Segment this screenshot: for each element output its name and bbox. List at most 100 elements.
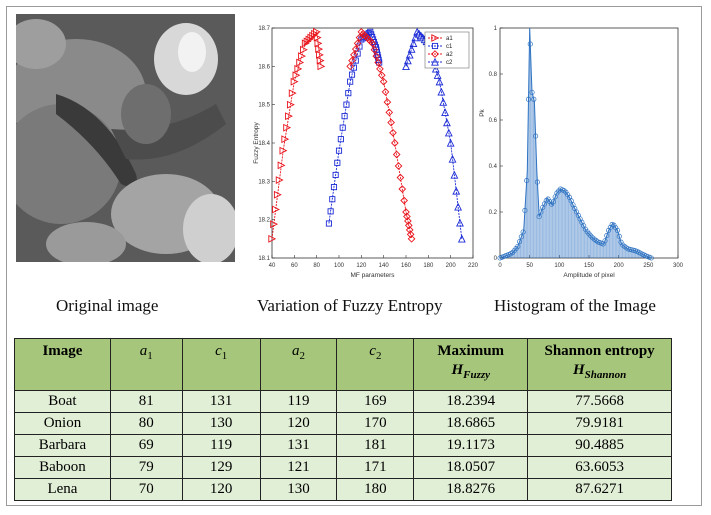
data-point (315, 50, 324, 59)
data-point (330, 184, 338, 191)
table-cell: 130 (181, 412, 261, 435)
data-point (329, 196, 336, 203)
figure-frame (6, 6, 702, 506)
data-point (403, 56, 412, 65)
x-tick-label: 0 (498, 263, 502, 269)
data-point (311, 29, 320, 38)
data-point (533, 133, 539, 139)
data-point (448, 154, 457, 163)
histogram-bars (500, 28, 651, 259)
data-point (441, 108, 450, 116)
data-point (270, 220, 279, 229)
table-cell: 87.6271 (527, 478, 672, 501)
data-point (431, 34, 440, 42)
series-a1 (268, 27, 326, 243)
data-point (407, 44, 416, 53)
data-point (613, 225, 619, 231)
x-tick-label: 100 (554, 263, 565, 269)
data-point (301, 39, 310, 48)
x-tick-label: 200 (446, 263, 457, 269)
data-point (433, 71, 442, 79)
table-header-row: Image a1 c1 a2 c2 Maximum HFuzzy Shannon… (14, 338, 672, 391)
legend: a1 c1 a2 c2 (424, 31, 470, 69)
fuzzy-entropy-chart: 40 60 80 100 120 140 160 180 200 220 18.1 18.2 18.3 1… (252, 18, 482, 288)
y-tick-label: 18.3 (258, 179, 270, 185)
table-cell: 121 (259, 456, 338, 479)
table-cell: 181 (336, 434, 415, 457)
data-point (281, 135, 290, 144)
data-point (353, 39, 362, 48)
table-cell: 80 (109, 412, 183, 435)
data-point (339, 124, 346, 131)
data-point (294, 64, 303, 73)
data-point (348, 56, 356, 65)
y-tick-label: 0.8 (489, 72, 498, 78)
data-point (431, 64, 440, 73)
data-point (332, 171, 339, 178)
data-point (437, 87, 446, 96)
x-tick-label: 60 (291, 263, 298, 269)
data-point (524, 178, 530, 184)
table-cell: 119 (259, 390, 338, 413)
data-point (446, 138, 455, 147)
data-point (303, 37, 312, 46)
table-cell: 77.5668 (527, 390, 672, 413)
data-point (346, 62, 355, 71)
data-point (352, 57, 359, 64)
table-cell: 129 (181, 456, 261, 479)
data-point (518, 234, 524, 240)
data-point (407, 234, 416, 243)
results-table: Image a1 c1 a2 c2 Maximum HFuzzy Shannon… (14, 338, 672, 501)
data-point (316, 56, 325, 65)
x-tick-label: 50 (526, 263, 533, 269)
original-image (16, 14, 235, 262)
y-tick-label: 0 (494, 256, 498, 262)
data-point (547, 199, 553, 205)
histogram-markers (497, 41, 654, 261)
data-point (404, 217, 412, 225)
data-point (648, 255, 654, 261)
data-point (298, 52, 306, 61)
data-point (335, 147, 343, 154)
data-point (515, 243, 521, 250)
header-c1: c1 (181, 338, 261, 391)
y-tick-label: 18.5 (258, 103, 270, 109)
data-point (288, 89, 297, 98)
y-tick-label: 0.6 (489, 118, 498, 124)
data-point (403, 212, 411, 221)
data-point (525, 96, 532, 102)
data-point (350, 50, 358, 59)
data-point (305, 35, 314, 44)
data-point (273, 190, 282, 199)
data-point (296, 58, 305, 67)
data-point (313, 33, 322, 42)
data-point (279, 146, 288, 155)
data-point (374, 58, 382, 67)
table-cell: 90.4885 (527, 434, 672, 457)
legend-label-a1: a1 (446, 36, 453, 42)
table-cell: 120 (181, 478, 261, 501)
data-point (351, 45, 360, 53)
table-cell: Baboon (14, 456, 111, 479)
table-cell: 131 (259, 434, 338, 457)
data-point (398, 185, 407, 193)
data-point (285, 112, 293, 121)
table-cell: 170 (336, 412, 415, 435)
table-cell: 79 (109, 456, 183, 479)
data-point (550, 199, 556, 205)
data-point (582, 226, 588, 232)
data-point (385, 108, 394, 117)
data-point (341, 113, 348, 120)
data-point (616, 233, 622, 239)
data-point (456, 218, 464, 227)
y-tick-label: 18.2 (258, 218, 270, 224)
data-point (439, 97, 448, 106)
header-image: Image (14, 338, 111, 391)
table-cell: Onion (14, 412, 111, 435)
table-cell: 69 (109, 434, 183, 457)
data-point (431, 57, 439, 66)
data-point (376, 65, 384, 73)
data-point (406, 230, 415, 239)
data-point (272, 205, 280, 214)
data-point (563, 189, 569, 195)
